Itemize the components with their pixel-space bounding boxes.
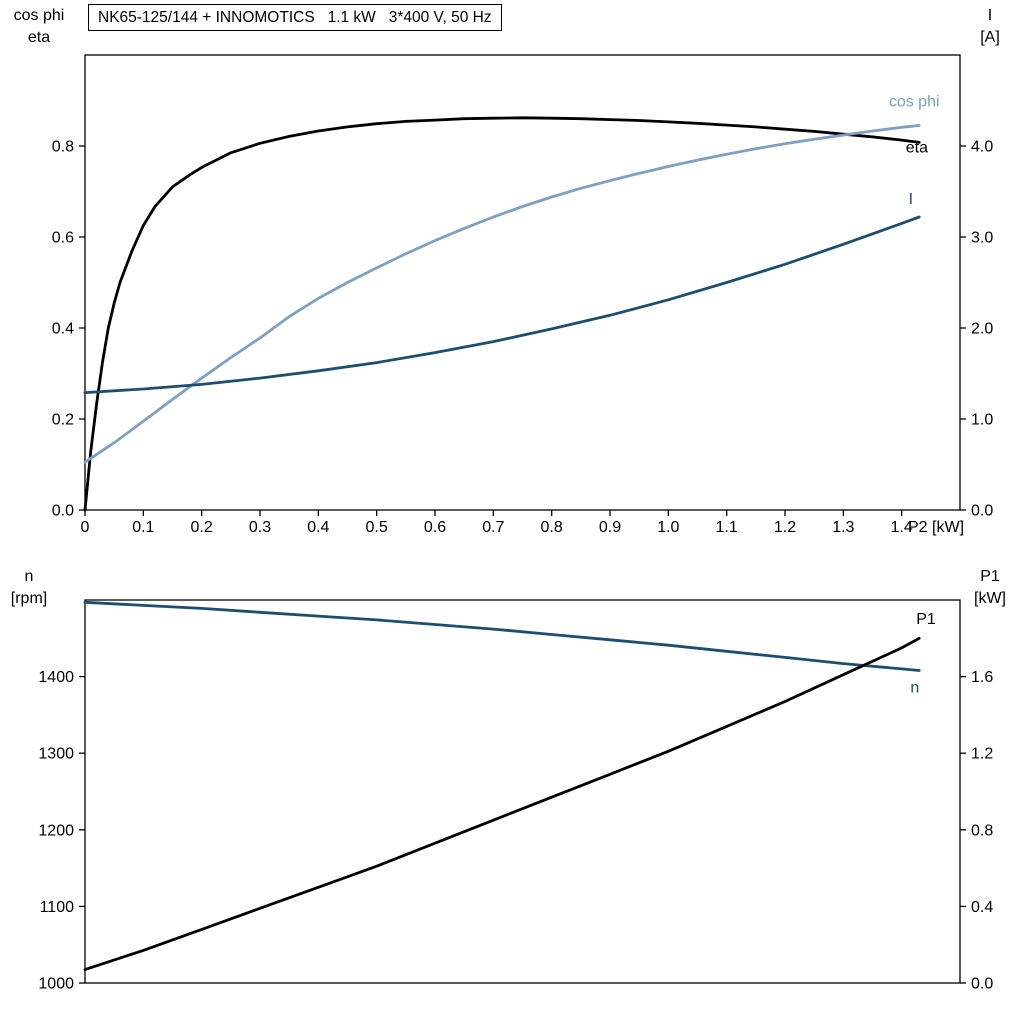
upper-right-axis-title-line1: I [987, 7, 993, 24]
lower-right-axis-title-line2: [kW] [974, 590, 1006, 607]
n-curve-label: n [910, 679, 919, 696]
left-axis-tick-label: 1300 [38, 746, 74, 763]
x-axis-tick-label: 0.2 [191, 519, 213, 536]
x-axis-tick-label: 1.2 [774, 519, 796, 536]
left-axis-tick-label: 0.2 [52, 412, 74, 429]
i-curve-label: I [909, 191, 913, 208]
cos-phi-curve-label: cos phi [889, 93, 940, 110]
right-axis-tick-label: 0.4 [971, 899, 993, 916]
right-axis-tick-label: 0.0 [971, 503, 993, 520]
upper-right-axis-title: I [A] [960, 5, 1020, 49]
right-axis-tick-label: 2.0 [971, 321, 993, 338]
lower-left-axis-title: n [rpm] [0, 566, 58, 610]
left-axis-tick-label: 0.4 [52, 321, 74, 338]
x-axis-tick-label: 0.3 [249, 519, 271, 536]
upper-left-axis-title-line2: eta [27, 29, 51, 46]
plot-frame [84, 54, 961, 511]
left-axis-tick-label: 0.6 [52, 230, 74, 247]
x-axis-tick-label: 0.4 [307, 519, 329, 536]
plot-frame [84, 599, 961, 984]
upper-left-axis-title-line1: cos phi [13, 7, 65, 24]
lower-left-axis-title-line2: [rpm] [10, 590, 48, 607]
right-axis-tick-label: 4.0 [971, 139, 993, 156]
right-axis-tick-label: 1.2 [971, 746, 993, 763]
x-axis-tick-label: 0.1 [132, 519, 154, 536]
upper-right-axis-title-line2: [A] [980, 29, 1000, 46]
eta-curve-label: eta [906, 139, 928, 156]
x-axis-tick-label: 0.5 [366, 519, 388, 536]
eta-curve [83, 116, 921, 512]
i-curve [83, 215, 921, 395]
left-axis-tick-label: 1200 [38, 822, 74, 839]
left-axis-tick-label: 1400 [38, 669, 74, 686]
lower-left-axis-title-line1: n [24, 568, 34, 585]
x-axis-tick-label: 0 [81, 519, 90, 536]
n-curve [83, 600, 921, 672]
x-axis-tick-label: 1.4 [891, 519, 913, 536]
left-axis-tick-label: 0.0 [52, 503, 74, 520]
upper-left-axis-title: cos phi eta [0, 5, 78, 49]
right-axis-tick-label: 1.6 [971, 669, 993, 686]
lower-right-axis-title-line1: P1 [980, 568, 1000, 585]
left-axis-tick-label: 0.8 [52, 139, 74, 156]
x-axis-title: P2 [kW] [908, 519, 964, 536]
x-axis-tick-label: 1.3 [832, 519, 854, 536]
p1-curve-label: P1 [916, 611, 936, 628]
x-axis-tick-label: 0.7 [482, 519, 504, 536]
x-axis-tick-label: 1.1 [716, 519, 738, 536]
x-axis-tick-label: 1.0 [657, 519, 679, 536]
x-axis-tick-label: 0.8 [541, 519, 563, 536]
cos-phi-curve [83, 124, 921, 464]
x-axis-tick-label: 0.9 [599, 519, 621, 536]
x-axis-tick-label: 0.6 [424, 519, 446, 536]
upper-chart: 0.0 0.2 0.4 0.6 0.8 0.0 1.0 2.0 3.0 4.0 0 0.1 0.2 0.3… [52, 54, 993, 536]
p1-curve [83, 636, 921, 972]
right-axis-tick-label: 0.8 [971, 822, 993, 839]
right-axis-tick-label: 1.0 [971, 412, 993, 429]
right-axis-tick-label: 0.0 [971, 976, 993, 993]
left-axis-tick-label: 1000 [38, 976, 74, 993]
lower-right-axis-title: P1 [kW] [960, 566, 1020, 610]
lower-chart: 1000 1100 1200 1300 1400 0.0 0.4 0.8 1.2 1.6 n P1 [38, 599, 993, 993]
chart-title-box: NK65-125/144 + INNOMOTICS 1.1 kW 3*400 V… [88, 4, 502, 31]
left-axis-tick-label: 1100 [40, 899, 75, 916]
right-axis-tick-label: 3.0 [971, 230, 993, 247]
